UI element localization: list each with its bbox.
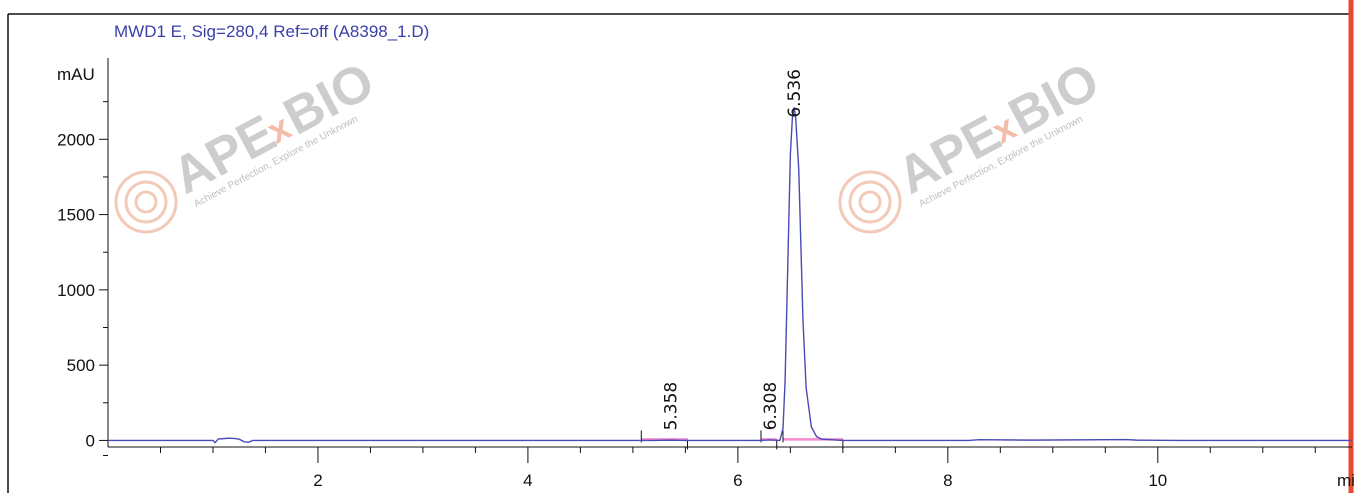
chromatogram-trace	[108, 106, 1352, 444]
y-tick-label: 500	[67, 356, 95, 375]
x-tick-label: 8	[943, 471, 952, 490]
cell-cluster-icon	[114, 170, 178, 234]
x-axis-unit: mi	[1337, 471, 1355, 490]
series-line	[108, 106, 1352, 444]
peak-label: 6.536	[785, 69, 805, 118]
peak-label: 5.358	[661, 382, 681, 431]
x-tick-label: 6	[733, 471, 742, 490]
y-tick-label: 0	[86, 431, 95, 450]
x-tick-label: 10	[1148, 471, 1167, 490]
watermark-right: APE x BIO Achieve Perfection, Explore th…	[838, 52, 1109, 234]
chart-title: MWD1 E, Sig=280,4 Ref=off (A8398_1.D)	[114, 22, 429, 41]
y-tick-label: 1500	[57, 206, 95, 225]
x-tick-label: 2	[313, 471, 322, 490]
watermark-left: APE x BIO Achieve Perfection, Explore th…	[114, 52, 384, 234]
x-ticks: 2 4 6 8 10	[159, 447, 1316, 490]
peak-label: 6.308	[761, 382, 781, 431]
y-tick-label: 1000	[57, 281, 95, 300]
x-tick-label: 4	[523, 471, 532, 490]
y-tick-label: 2000	[57, 130, 95, 149]
y-axis-unit: mAU	[57, 65, 95, 84]
peak-labels: 5.358 6.308 6.536	[661, 69, 805, 430]
cell-cluster-icon	[838, 170, 902, 234]
y-ticks: 0 500 1000 1500 2000	[57, 101, 108, 456]
